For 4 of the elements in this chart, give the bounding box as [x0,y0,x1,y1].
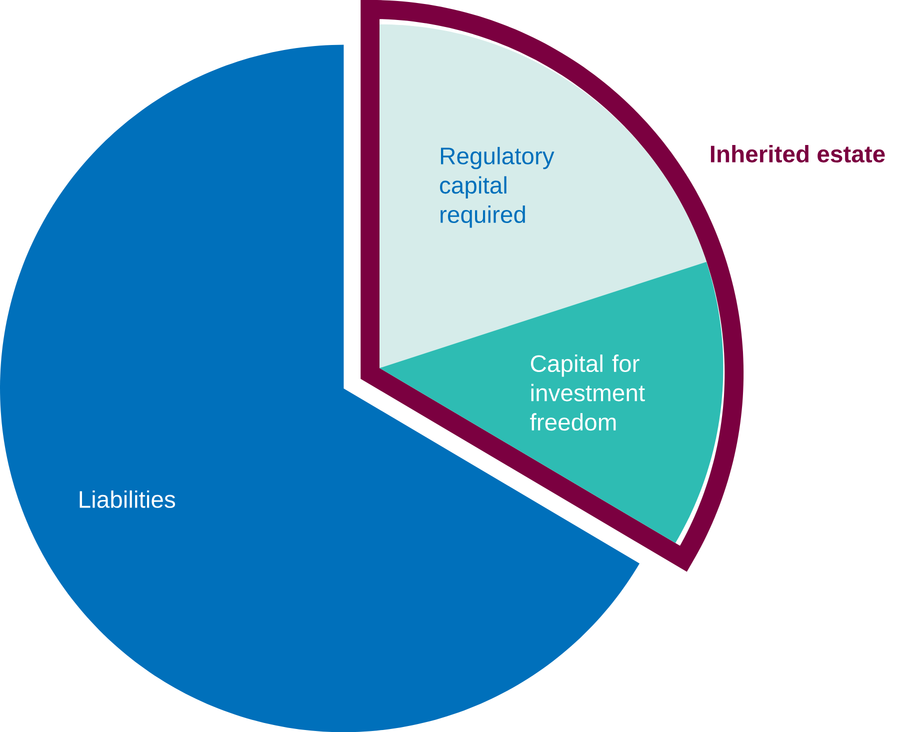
text: Inherited estate [710,144,885,162]
slice-label: Liabilities [80,490,176,508]
slice-label: Regulatory capital required [440,146,554,228]
slice-label: Capital for investment freedom [530,354,645,431]
